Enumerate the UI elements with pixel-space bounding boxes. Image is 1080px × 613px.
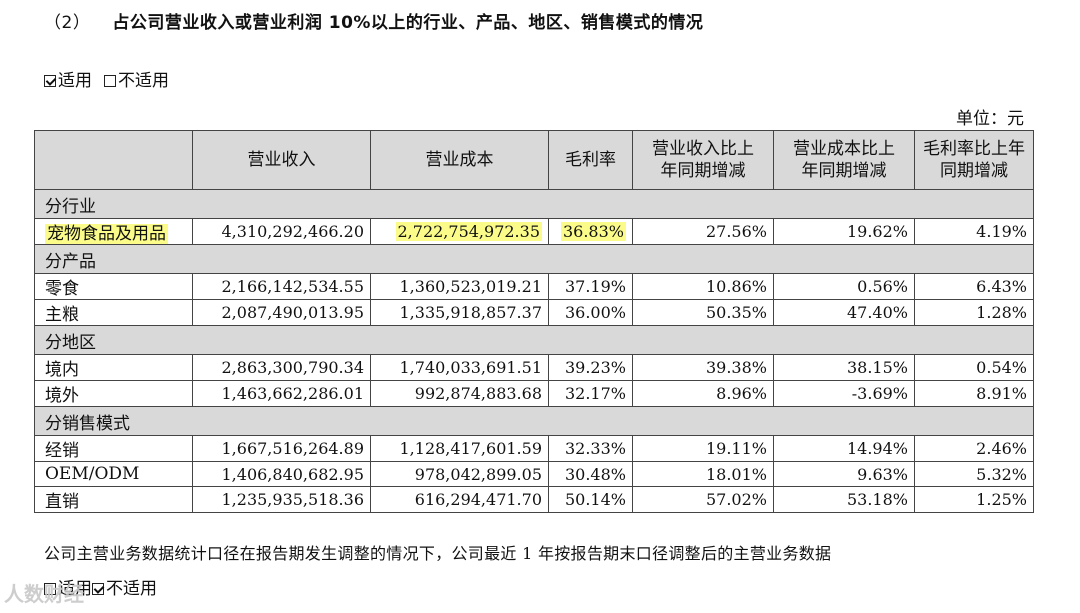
checkbox-empty-icon (104, 75, 116, 87)
margin-cell: 37.19% (548, 273, 633, 300)
table-row: OEM/ODM 1,406,840,682.95 978,042,899.05 … (34, 461, 1034, 487)
business-segment-table: 营业收入 营业成本 毛利率 营业收入比上 年同期增减 营业成本比上 年同期增减 毛利… (34, 130, 1034, 513)
applicable-label: 适用 (58, 579, 92, 599)
revenue-change-cell: 27.56% (632, 218, 774, 245)
revenue-cell: 1,235,935,518.36 (192, 486, 371, 513)
row-label: 境内 (34, 354, 193, 381)
applicability-bottom: 适用 不适用 (44, 574, 157, 599)
section-row: 分地区 (34, 325, 1034, 355)
table-row: 境外 1,463,662,286.01 992,874,883.68 32.17… (34, 380, 1034, 407)
cost-change-cell: 0.56% (773, 273, 915, 300)
margin-change-cell: 1.28% (914, 299, 1034, 326)
margin-change-cell: 2.46% (914, 435, 1034, 462)
margin-cell: 32.17% (548, 380, 633, 407)
table-row: 零食 2,166,142,534.55 1,360,523,019.21 37.… (34, 273, 1034, 300)
cost-cell: 1,360,523,019.21 (370, 273, 549, 300)
cost-change-cell: 19.62% (773, 218, 915, 245)
margin-change-cell: 5.32% (914, 461, 1034, 487)
revenue-change-cell: 50.35% (632, 299, 774, 326)
revenue-change-cell: 57.02% (632, 486, 774, 513)
cost-cell: 1,335,918,857.37 (370, 299, 549, 326)
not-applicable-label: 不适用 (106, 579, 157, 599)
margin-change-cell: 1.25% (914, 486, 1034, 513)
cost-cell: 616,294,471.70 (370, 486, 549, 513)
header-cell: 毛利率 (548, 130, 633, 190)
cost-cell: 1,740,033,691.51 (370, 354, 549, 381)
table-row: 主粮 2,087,490,013.95 1,335,918,857.37 36.… (34, 299, 1034, 326)
revenue-cell: 1,667,516,264.89 (192, 435, 371, 462)
section-row: 分行业 (34, 189, 1034, 219)
applicable-label: 适用 (58, 71, 92, 91)
revenue-change-cell: 10.86% (632, 273, 774, 300)
cost-cell: 992,874,883.68 (370, 380, 549, 407)
header-cell: 营业成本比上 年同期增减 (773, 130, 915, 190)
margin-change-cell: 8.91% (914, 380, 1034, 407)
table-row: 直销 1,235,935,518.36 616,294,471.70 50.14… (34, 486, 1034, 513)
margin-change-cell: 4.19% (914, 218, 1034, 245)
row-label: 宠物食品及用品 (45, 224, 168, 244)
checkbox-checked-icon (92, 583, 104, 595)
header-cell (34, 130, 193, 190)
margin-change-cell: 6.43% (914, 273, 1034, 300)
header-cell: 营业成本 (370, 130, 549, 190)
cost-change-cell: 9.63% (773, 461, 915, 487)
cost-change-cell: 38.15% (773, 354, 915, 381)
section-title: 占公司营业收入或营业利润 10%以上的行业、产品、地区、销售模式的情况 (112, 13, 704, 33)
row-label: 零食 (34, 273, 193, 300)
revenue-cell: 1,406,840,682.95 (192, 461, 371, 487)
not-applicable-label: 不适用 (118, 71, 169, 91)
section-number: （2） (44, 13, 91, 33)
header-cell: 营业收入比上 年同期增减 (632, 130, 774, 190)
cost-cell: 1,128,417,601.59 (370, 435, 549, 462)
revenue-cell: 1,463,662,286.01 (192, 380, 371, 407)
margin-cell: 39.23% (548, 354, 633, 381)
table-header-row: 营业收入 营业成本 毛利率 营业收入比上 年同期增减 营业成本比上 年同期增减 毛利… (34, 130, 1034, 190)
cost-change-cell: 53.18% (773, 486, 915, 513)
margin-cell: 30.48% (548, 461, 633, 487)
unit-label: 单位：元 (956, 109, 1024, 129)
adjustment-note: 公司主营业务数据统计口径在报告期发生调整的情况下，公司最近 1 年按报告期末口径… (44, 544, 832, 563)
revenue-change-cell: 8.96% (632, 380, 774, 407)
revenue-cell: 4,310,292,466.20 (192, 218, 371, 245)
section-heading: （2） 占公司营业收入或营业利润 10%以上的行业、产品、地区、销售模式的情况 (44, 8, 703, 33)
section-row: 分销售模式 (34, 406, 1034, 436)
checkbox-empty-icon (44, 583, 56, 595)
section-row: 分产品 (34, 244, 1034, 274)
watermark-logo: 人数财经 (4, 582, 84, 606)
margin-cell: 50.14% (548, 486, 633, 513)
row-label: 直销 (34, 486, 193, 513)
header-cell: 毛利率比上年 同期增减 (914, 130, 1034, 190)
revenue-cell: 2,087,490,013.95 (192, 299, 371, 326)
revenue-change-cell: 19.11% (632, 435, 774, 462)
row-label: 主粮 (34, 299, 193, 326)
cost-change-cell: 47.40% (773, 299, 915, 326)
revenue-change-cell: 18.01% (632, 461, 774, 487)
margin-change-cell: 0.54% (914, 354, 1034, 381)
cost-change-cell: -3.69% (773, 380, 915, 407)
revenue-cell: 2,166,142,534.55 (192, 273, 371, 300)
cost-cell: 978,042,899.05 (370, 461, 549, 487)
checkbox-checked-icon (44, 75, 56, 87)
revenue-cell: 2,863,300,790.34 (192, 354, 371, 381)
margin-cell: 36.00% (548, 299, 633, 326)
applicability-top: 适用 不适用 (44, 66, 169, 91)
cost-change-cell: 14.94% (773, 435, 915, 462)
margin-cell: 32.33% (548, 435, 633, 462)
row-label: OEM/ODM (34, 461, 193, 487)
margin-cell: 36.83% (560, 222, 626, 241)
header-cell: 营业收入 (192, 130, 371, 190)
row-label: 经销 (34, 435, 193, 462)
revenue-change-cell: 39.38% (632, 354, 774, 381)
table-row: 宠物食品及用品 4,310,292,466.20 2,722,754,972.3… (34, 218, 1034, 245)
table-row: 经销 1,667,516,264.89 1,128,417,601.59 32.… (34, 435, 1034, 462)
table-row: 境内 2,863,300,790.34 1,740,033,691.51 39.… (34, 354, 1034, 381)
cost-cell: 2,722,754,972.35 (395, 222, 542, 241)
row-label: 境外 (34, 380, 193, 407)
